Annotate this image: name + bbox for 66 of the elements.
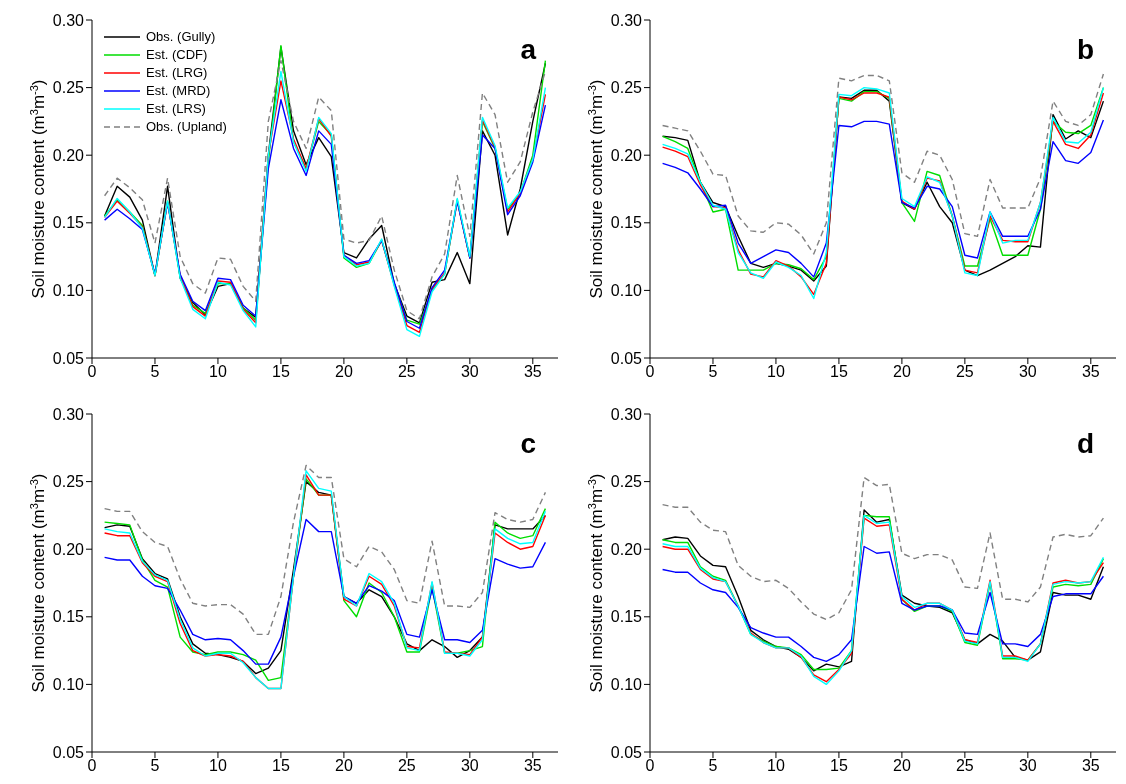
x-tick-label: 0 bbox=[645, 757, 655, 775]
x-tick-label: 10 bbox=[767, 757, 785, 775]
x-tick-label: 30 bbox=[1018, 757, 1037, 775]
y-tick-label: 0.30 bbox=[610, 405, 643, 423]
x-tick-label: 0 bbox=[87, 363, 97, 381]
y-tick-label: 0.10 bbox=[610, 282, 643, 300]
y-tick-label: 0.05 bbox=[610, 743, 643, 761]
annotation: b bbox=[1076, 34, 1094, 66]
x-tick-label: 25 bbox=[397, 363, 416, 381]
y-tick-label: 0.05 bbox=[610, 349, 643, 367]
x-tick-label: 15 bbox=[272, 757, 290, 775]
x-tick-label: 15 bbox=[830, 363, 848, 381]
x-tick-label: 15 bbox=[830, 757, 848, 775]
y-tick-label: 0.20 bbox=[610, 146, 643, 164]
x-tick-label: 25 bbox=[955, 363, 974, 381]
y-tick-label: 0.10 bbox=[52, 676, 85, 694]
y-tick-label: 0.20 bbox=[52, 146, 85, 164]
annotation: d bbox=[1076, 428, 1094, 460]
legend-label: Est. (CDF) bbox=[146, 46, 208, 64]
x-tick-label: 5 bbox=[150, 757, 160, 775]
legend-label: Est. (LRS) bbox=[146, 100, 206, 118]
x-tick-label: 10 bbox=[209, 757, 227, 775]
y-tick-label: 0.20 bbox=[52, 540, 85, 558]
legend-label: Obs. (Gully) bbox=[146, 28, 216, 46]
x-tick-label: 35 bbox=[523, 363, 542, 381]
x-tick-label: 20 bbox=[334, 757, 353, 775]
y-tick-label: 0.10 bbox=[610, 676, 643, 694]
x-tick-label: 5 bbox=[708, 757, 718, 775]
annotation: c bbox=[520, 428, 536, 460]
y-tick-label: 0.25 bbox=[52, 79, 85, 97]
y-tick-label: 0.25 bbox=[610, 79, 643, 97]
x-tick-label: 35 bbox=[1081, 363, 1100, 381]
x-tick-label: 5 bbox=[708, 363, 718, 381]
x-tick-label: 20 bbox=[892, 363, 911, 381]
x-tick-label: 30 bbox=[460, 363, 479, 381]
x-tick-label: 30 bbox=[1018, 363, 1037, 381]
y-tick-label: 0.15 bbox=[610, 214, 643, 232]
y-tick-label: 0.15 bbox=[52, 608, 85, 626]
x-tick-label: 20 bbox=[334, 363, 353, 381]
y-tick-label: 0.30 bbox=[52, 11, 85, 29]
y-tick-label: 0.05 bbox=[52, 349, 85, 367]
x-tick-label: 10 bbox=[767, 363, 785, 381]
x-tick-label: 20 bbox=[892, 757, 911, 775]
y-tick-label: 0.15 bbox=[52, 214, 85, 232]
y-tick-label: 0.25 bbox=[610, 473, 643, 491]
y-tick-label: 0.05 bbox=[52, 743, 85, 761]
annotation: a bbox=[520, 34, 536, 66]
x-tick-label: 25 bbox=[397, 757, 416, 775]
x-tick-label: 30 bbox=[460, 757, 479, 775]
y-tick-label: 0.30 bbox=[610, 11, 643, 29]
x-tick-label: 15 bbox=[272, 363, 290, 381]
x-tick-label: 35 bbox=[1081, 757, 1100, 775]
legend-label: Est. (MRD) bbox=[146, 82, 211, 100]
x-tick-label: 35 bbox=[523, 757, 542, 775]
x-tick-label: 25 bbox=[955, 757, 974, 775]
y-tick-label: 0.20 bbox=[610, 540, 643, 558]
y-tick-label: 0.15 bbox=[610, 608, 643, 626]
x-tick-label: 0 bbox=[645, 363, 655, 381]
y-tick-label: 0.10 bbox=[52, 282, 85, 300]
x-tick-label: 5 bbox=[150, 363, 160, 381]
x-tick-label: 10 bbox=[209, 363, 227, 381]
y-tick-label: 0.30 bbox=[52, 405, 85, 423]
y-tick-label: 0.25 bbox=[52, 473, 85, 491]
legend-label: Obs. (Upland) bbox=[146, 118, 227, 136]
x-tick-label: 0 bbox=[87, 757, 97, 775]
legend-label: Est. (LRG) bbox=[146, 64, 208, 82]
